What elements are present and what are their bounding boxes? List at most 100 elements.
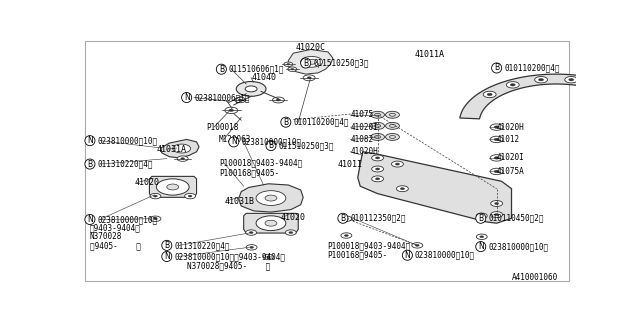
Circle shape — [238, 99, 242, 101]
Circle shape — [150, 216, 161, 221]
Circle shape — [490, 136, 503, 143]
Polygon shape — [239, 184, 303, 212]
Polygon shape — [244, 213, 298, 233]
Circle shape — [534, 76, 548, 83]
Text: 41020C: 41020C — [296, 43, 326, 52]
Text: N: N — [164, 252, 170, 261]
Circle shape — [487, 93, 492, 96]
Circle shape — [385, 133, 399, 140]
Text: 41020: 41020 — [134, 178, 159, 187]
Circle shape — [376, 168, 380, 170]
Text: 41020H: 41020H — [350, 147, 378, 156]
Circle shape — [490, 124, 503, 130]
Text: （9403-9404）: （9403-9404） — [90, 224, 141, 233]
Text: N: N — [184, 93, 189, 102]
Circle shape — [154, 218, 157, 220]
Circle shape — [235, 97, 246, 103]
Text: 023810000（10）: 023810000（10） — [97, 136, 157, 145]
Circle shape — [495, 203, 499, 204]
Circle shape — [341, 216, 352, 221]
Circle shape — [506, 82, 519, 88]
Circle shape — [246, 244, 257, 250]
Circle shape — [372, 166, 383, 172]
Polygon shape — [150, 176, 196, 197]
Text: P100168（9405-: P100168（9405- — [219, 168, 279, 177]
Circle shape — [180, 158, 184, 160]
Text: N370028（9405-    ）: N370028（9405- ） — [187, 262, 270, 271]
Text: （9405-    ）: （9405- ） — [90, 241, 141, 250]
Circle shape — [307, 59, 317, 64]
Text: 41082: 41082 — [350, 135, 374, 144]
Circle shape — [287, 63, 290, 65]
Text: 41012: 41012 — [497, 135, 520, 144]
Text: 41075: 41075 — [350, 110, 374, 119]
Circle shape — [494, 157, 499, 159]
Circle shape — [627, 100, 632, 102]
Circle shape — [256, 191, 286, 205]
Circle shape — [494, 126, 499, 128]
Circle shape — [491, 201, 502, 206]
Text: B: B — [87, 160, 93, 169]
Text: 41075A: 41075A — [497, 167, 524, 176]
Circle shape — [616, 91, 629, 98]
Text: B: B — [494, 63, 499, 72]
Circle shape — [564, 76, 578, 83]
Text: P100168（9405-: P100168（9405- — [327, 251, 387, 260]
Circle shape — [385, 123, 399, 129]
Circle shape — [288, 67, 297, 71]
Text: P100018（9403-9404）: P100018（9403-9404） — [219, 158, 302, 167]
Circle shape — [303, 75, 315, 81]
Circle shape — [480, 215, 484, 217]
Text: 011510250（3）: 011510250（3） — [278, 141, 334, 150]
Circle shape — [344, 235, 348, 236]
Circle shape — [344, 218, 348, 220]
Circle shape — [371, 123, 385, 129]
Circle shape — [284, 62, 292, 67]
Text: B: B — [284, 118, 289, 127]
Circle shape — [265, 195, 277, 201]
Polygon shape — [161, 140, 199, 158]
Text: 023810000（10）: 023810000（10） — [241, 137, 301, 146]
Text: B: B — [164, 241, 170, 250]
Circle shape — [635, 110, 640, 113]
Text: 41011A: 41011A — [415, 50, 445, 59]
Circle shape — [154, 195, 157, 197]
Text: 010110200（4）: 010110200（4） — [504, 63, 559, 72]
Circle shape — [301, 56, 323, 67]
Text: 023810000（10）（9403-9404）: 023810000（10）（9403-9404） — [174, 252, 285, 261]
Circle shape — [490, 155, 503, 161]
Circle shape — [494, 138, 499, 141]
Text: 023810006（1）: 023810006（1） — [194, 93, 250, 102]
Text: 41031A: 41031A — [157, 145, 187, 154]
Circle shape — [229, 109, 234, 111]
Text: P100018（9403-9404）: P100018（9403-9404） — [327, 241, 410, 250]
Text: N: N — [87, 215, 93, 224]
Circle shape — [396, 163, 399, 165]
Circle shape — [376, 157, 380, 159]
Circle shape — [400, 188, 404, 190]
Circle shape — [291, 68, 294, 70]
Circle shape — [593, 82, 606, 88]
Text: B: B — [219, 65, 224, 74]
Polygon shape — [460, 74, 640, 119]
Text: 023810000（10）: 023810000（10） — [488, 242, 548, 251]
Circle shape — [396, 186, 408, 192]
Circle shape — [307, 77, 311, 79]
Text: 41020I: 41020I — [350, 123, 378, 132]
Circle shape — [256, 216, 286, 231]
Text: 011510606（1）: 011510606（1） — [229, 65, 284, 74]
Text: 011510250（3）: 011510250（3） — [313, 59, 369, 68]
Text: B: B — [268, 141, 273, 150]
Circle shape — [289, 232, 292, 234]
Text: 010112350（2）: 010112350（2） — [350, 214, 406, 223]
Circle shape — [245, 86, 257, 92]
Circle shape — [236, 82, 266, 96]
Text: 4101I: 4101I — [338, 160, 363, 169]
Text: 011310220（4）: 011310220（4） — [97, 160, 153, 169]
Circle shape — [510, 84, 515, 86]
Circle shape — [415, 244, 419, 246]
Circle shape — [265, 220, 277, 226]
Text: 023810000（10）: 023810000（10） — [97, 215, 157, 224]
Circle shape — [412, 243, 423, 248]
Circle shape — [371, 111, 385, 118]
